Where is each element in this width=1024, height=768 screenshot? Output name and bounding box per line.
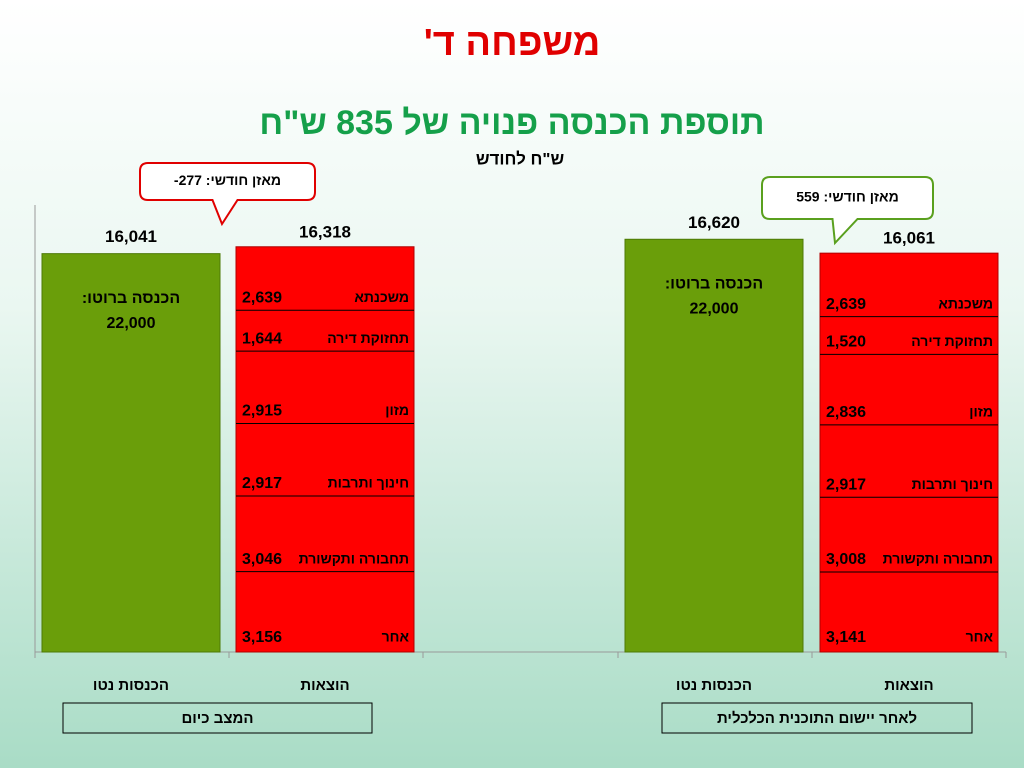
expense-name: חינוך ותרבות — [912, 476, 993, 492]
group-box — [661, 702, 973, 734]
x-tick-label: הכנסות נטו — [93, 677, 169, 694]
balance-label: מאזן חודשי: 277- — [174, 172, 281, 188]
income-bar — [41, 253, 221, 653]
title: משפחה ד' — [424, 22, 601, 64]
expense-name: משכנתא — [354, 289, 409, 305]
expense-amount: 1,520 — [826, 334, 866, 351]
gross-label: הכנסה ברוטו: — [82, 290, 180, 307]
expense-amount: 2,639 — [242, 290, 282, 307]
value-label: 16,318 — [299, 222, 351, 241]
value-label: 16,620 — [688, 213, 740, 232]
x-tick-label: הוצאות — [884, 677, 933, 694]
expense-amount: 3,141 — [826, 629, 866, 646]
x-tick-label: הכנסות נטו — [676, 677, 752, 694]
expense-amount: 3,046 — [242, 551, 282, 568]
expense-amount: 2,836 — [826, 404, 866, 421]
expense-bar — [235, 246, 415, 653]
expense-name: משכנתא — [938, 295, 993, 311]
y-label: ש"ח לחודש — [476, 149, 565, 168]
expense-name: חינוך ותרבות — [328, 475, 409, 491]
expense-amount: 3,008 — [826, 551, 866, 568]
expense-amount: 2,915 — [242, 403, 282, 420]
balance-label: מאזן חודשי: 559 — [796, 189, 899, 205]
subtitle: תוספת הכנסה פנויה של 835 ש"ח — [259, 104, 764, 142]
gross-value: 22,000 — [690, 300, 739, 317]
expense-amount: 1,644 — [242, 330, 282, 347]
expense-name: אחר — [966, 629, 994, 645]
expense-name: תחבורה ותקשורת — [883, 551, 993, 567]
value-label: 16,061 — [883, 229, 935, 248]
group-label: המצב כיום — [181, 710, 253, 727]
x-tick-label: הוצאות — [300, 677, 349, 694]
expense-amount: 3,156 — [242, 629, 282, 646]
expense-name: תחזוקת דירה — [911, 333, 993, 349]
balance-callout — [761, 176, 934, 246]
expense-bar — [819, 252, 999, 653]
gross-value: 22,000 — [107, 315, 156, 332]
group-box — [62, 702, 373, 734]
value-label: 16,041 — [105, 227, 157, 246]
expense-name: מזון — [385, 402, 409, 418]
expense-name: מזון — [969, 404, 993, 420]
income-bar — [624, 238, 804, 653]
gross-label: הכנסה ברוטו: — [665, 275, 763, 292]
expense-amount: 2,917 — [242, 475, 282, 492]
expense-amount: 2,917 — [826, 477, 866, 494]
expense-amount: 2,639 — [826, 296, 866, 313]
expense-name: תחבורה ותקשורת — [299, 550, 409, 566]
balance-callout — [139, 162, 316, 227]
expense-name: תחזוקת דירה — [327, 330, 409, 346]
expense-name: אחר — [382, 629, 410, 645]
group-label: לאחר יישום התוכנית הכלכלית — [717, 710, 917, 727]
